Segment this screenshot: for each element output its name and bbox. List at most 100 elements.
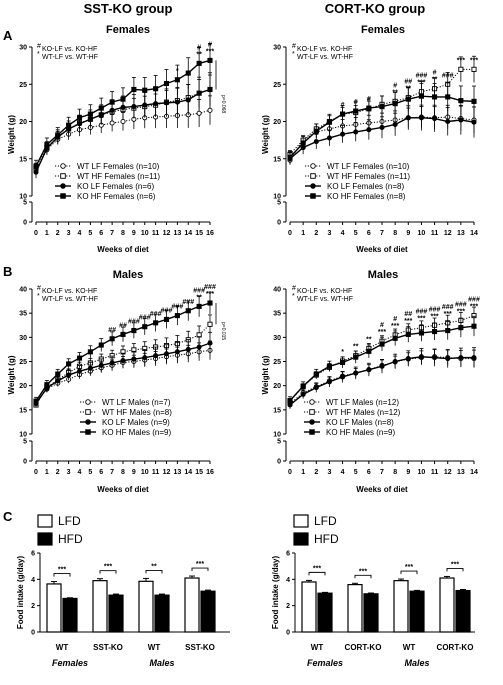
data-point bbox=[207, 300, 213, 306]
data-point bbox=[131, 328, 137, 334]
legend-label-lfd: LFD bbox=[314, 514, 337, 528]
annotation-symbol: # bbox=[292, 43, 296, 50]
data-point bbox=[66, 372, 72, 378]
significance-label: *** bbox=[417, 80, 425, 87]
significance-bracket bbox=[446, 567, 464, 572]
data-point bbox=[313, 371, 319, 377]
y-tick-label: 0 bbox=[277, 459, 281, 466]
x-tick-label: 6 bbox=[99, 230, 103, 237]
annotation-text: WT-LF vs. WT-HF bbox=[297, 296, 353, 303]
legend-label: WT HF Males (n=12) bbox=[326, 408, 401, 417]
x-tick-label: 0 bbox=[288, 230, 292, 237]
significance-label: ### bbox=[429, 306, 441, 313]
significance-label: ** bbox=[353, 344, 359, 351]
pvalue-label: p=0.015 bbox=[220, 322, 226, 340]
series-line bbox=[289, 315, 475, 402]
annotation-symbol: * bbox=[37, 51, 40, 58]
significance-label: ### bbox=[161, 307, 173, 314]
data-point bbox=[120, 96, 126, 102]
data-point bbox=[33, 398, 39, 404]
data-point bbox=[163, 351, 170, 357]
series-line bbox=[35, 109, 211, 171]
data-point bbox=[313, 128, 319, 134]
x-tick-label: 12 bbox=[444, 469, 452, 476]
y-tick-label: 25 bbox=[19, 359, 27, 366]
legend-label: KO LF Males (n=8) bbox=[326, 418, 394, 427]
x-axis-label: Weeks of diet bbox=[356, 485, 408, 494]
y-tick-label: 10 bbox=[19, 194, 27, 201]
x-tick-label: 14 bbox=[184, 469, 192, 476]
annotation-symbol: * bbox=[292, 293, 295, 300]
data-point bbox=[353, 354, 359, 360]
bar-hfd bbox=[200, 590, 216, 633]
significance-bracket bbox=[354, 574, 372, 579]
y-tick-label: 0 bbox=[31, 630, 35, 637]
data-point bbox=[300, 383, 306, 389]
y-axis-label: Weight (g) bbox=[261, 355, 270, 394]
legend-label-hfd: HFD bbox=[314, 532, 339, 546]
data-point bbox=[55, 132, 61, 138]
annotation-symbol: # bbox=[37, 43, 41, 50]
data-point bbox=[405, 96, 411, 102]
data-point bbox=[174, 349, 180, 355]
data-point bbox=[405, 331, 411, 337]
data-point bbox=[445, 328, 451, 334]
group-label: SST-KO bbox=[185, 643, 215, 652]
data-point bbox=[432, 355, 438, 361]
data-point bbox=[287, 398, 293, 404]
data-point bbox=[379, 124, 385, 131]
x-tick-label: 11 bbox=[431, 230, 439, 237]
data-point bbox=[120, 357, 126, 364]
x-tick-label: 4 bbox=[78, 469, 82, 476]
y-tick-label: 0 bbox=[277, 220, 281, 227]
y-tick-label: 4 bbox=[31, 577, 35, 584]
significance-label: ### bbox=[455, 301, 467, 308]
annotation-symbol: # bbox=[292, 285, 296, 292]
data-point bbox=[109, 360, 115, 366]
y-tick-label: 25 bbox=[273, 82, 281, 89]
data-point bbox=[458, 117, 464, 123]
data-point bbox=[131, 356, 137, 362]
bar-lfd bbox=[92, 580, 108, 633]
x-tick-label: 11 bbox=[431, 469, 439, 476]
data-point bbox=[379, 104, 385, 110]
annotation-text: WT-LF vs. WT-HF bbox=[297, 54, 353, 61]
bar-lfd bbox=[393, 580, 409, 633]
significance-label: ** bbox=[151, 563, 157, 570]
legend-swatch-hfd bbox=[293, 532, 309, 546]
data-point bbox=[55, 378, 61, 384]
data-point bbox=[458, 98, 464, 104]
data-point bbox=[340, 111, 346, 117]
data-point bbox=[366, 348, 372, 354]
data-point bbox=[196, 344, 202, 350]
data-point bbox=[432, 94, 438, 100]
legend-marker bbox=[309, 399, 315, 405]
data-point bbox=[300, 140, 306, 146]
significance-label: *** bbox=[430, 313, 438, 320]
data-point bbox=[131, 104, 137, 110]
annotation-text: KO-LF vs. KO-HF bbox=[42, 46, 97, 53]
x-tick-label: 11 bbox=[152, 230, 160, 237]
y-tick-label: 15 bbox=[273, 156, 281, 163]
data-point bbox=[98, 105, 104, 111]
y-tick-label: 40 bbox=[273, 287, 281, 294]
panel-label-b: B bbox=[3, 264, 12, 279]
x-tick-label: 2 bbox=[314, 469, 318, 476]
x-tick-label: 14 bbox=[470, 469, 478, 476]
series-3 bbox=[287, 315, 477, 405]
x-tick-label: 1 bbox=[301, 230, 305, 237]
data-point bbox=[366, 367, 372, 373]
significance-label: ## bbox=[404, 79, 412, 86]
significance-label: *** bbox=[206, 48, 214, 55]
series-2 bbox=[287, 104, 477, 165]
annotation-text: WT-LF vs. WT-HF bbox=[42, 54, 98, 61]
data-point bbox=[340, 359, 346, 366]
x-tick-label: 7 bbox=[380, 469, 384, 476]
panel-label-c: C bbox=[3, 509, 13, 524]
legend-marker bbox=[85, 399, 91, 405]
y-tick-label: 20 bbox=[273, 119, 281, 126]
series-line bbox=[35, 323, 211, 406]
bar-lfd bbox=[301, 581, 317, 633]
x-tick-label: 10 bbox=[141, 469, 149, 476]
y-tick-label: 35 bbox=[273, 311, 281, 318]
